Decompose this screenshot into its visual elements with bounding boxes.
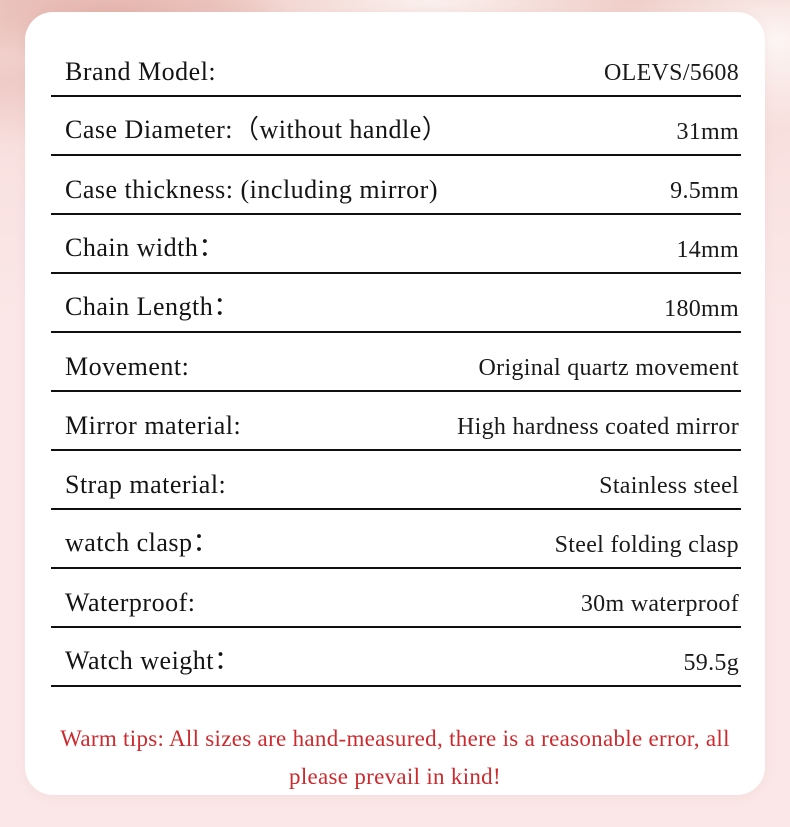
spec-row-label: Case thickness: (including mirror): [65, 175, 438, 204]
warm-tips-text: Warm tips: All sizes are hand-measured, …: [60, 726, 730, 789]
spec-row: Movement: Original quartz movement: [51, 333, 741, 392]
spec-row: Brand Model: OLEVS/5608: [51, 38, 741, 97]
spec-card: Brand Model: OLEVS/5608 Case Diameter:（wit…: [25, 12, 765, 795]
spec-row: Strap material: Stainless steel: [51, 451, 741, 510]
spec-row-value: Stainless steel: [599, 473, 739, 499]
spec-row-value: OLEVS/5608: [604, 60, 739, 86]
spec-row: Chain width： 14mm: [51, 215, 741, 274]
spec-row-label: Case Diameter:（without handle）: [65, 115, 449, 144]
spec-row: Chain Length： 180mm: [51, 274, 741, 333]
spec-row-label: Waterproof:: [65, 588, 196, 617]
spec-row-label: Mirror material:: [65, 411, 242, 440]
spec-row: Mirror material: High hardness coated mir…: [51, 392, 741, 451]
spec-row-value: Original quartz movement: [478, 355, 739, 381]
spec-row: Case thickness: (including mirror) 9.5mm: [51, 156, 741, 215]
spec-row: Watch weight： 59.5g: [51, 628, 741, 687]
spec-row-value: 14mm: [676, 237, 739, 263]
spec-row-value: 31mm: [676, 119, 739, 145]
spec-row-label: watch clasp：: [65, 528, 220, 557]
spec-row-label: Movement:: [65, 352, 190, 381]
spec-row-value: 30m waterproof: [580, 591, 739, 617]
spec-table: Brand Model: OLEVS/5608 Case Diameter:（wit…: [25, 38, 765, 687]
spec-row: Waterproof: 30m waterproof: [51, 569, 741, 628]
spec-row-label: Watch weight：: [65, 646, 241, 675]
spec-row-value: High hardness coated mirror: [456, 414, 739, 440]
spec-row-label: Chain Length：: [65, 292, 240, 321]
spec-row-value: Steel folding clasp: [554, 532, 739, 558]
spec-row-label: Brand Model:: [65, 57, 217, 86]
spec-row: watch clasp： Steel folding clasp: [51, 510, 741, 569]
spec-row-value: 59.5g: [683, 650, 739, 676]
spec-row-value: 180mm: [664, 296, 739, 322]
spec-row: Case Diameter:（without handle） 31mm: [51, 97, 741, 156]
spec-row-value: 9.5mm: [670, 178, 739, 204]
spec-row-label: Chain width：: [65, 233, 225, 262]
spec-row-label: Strap material:: [65, 470, 227, 499]
